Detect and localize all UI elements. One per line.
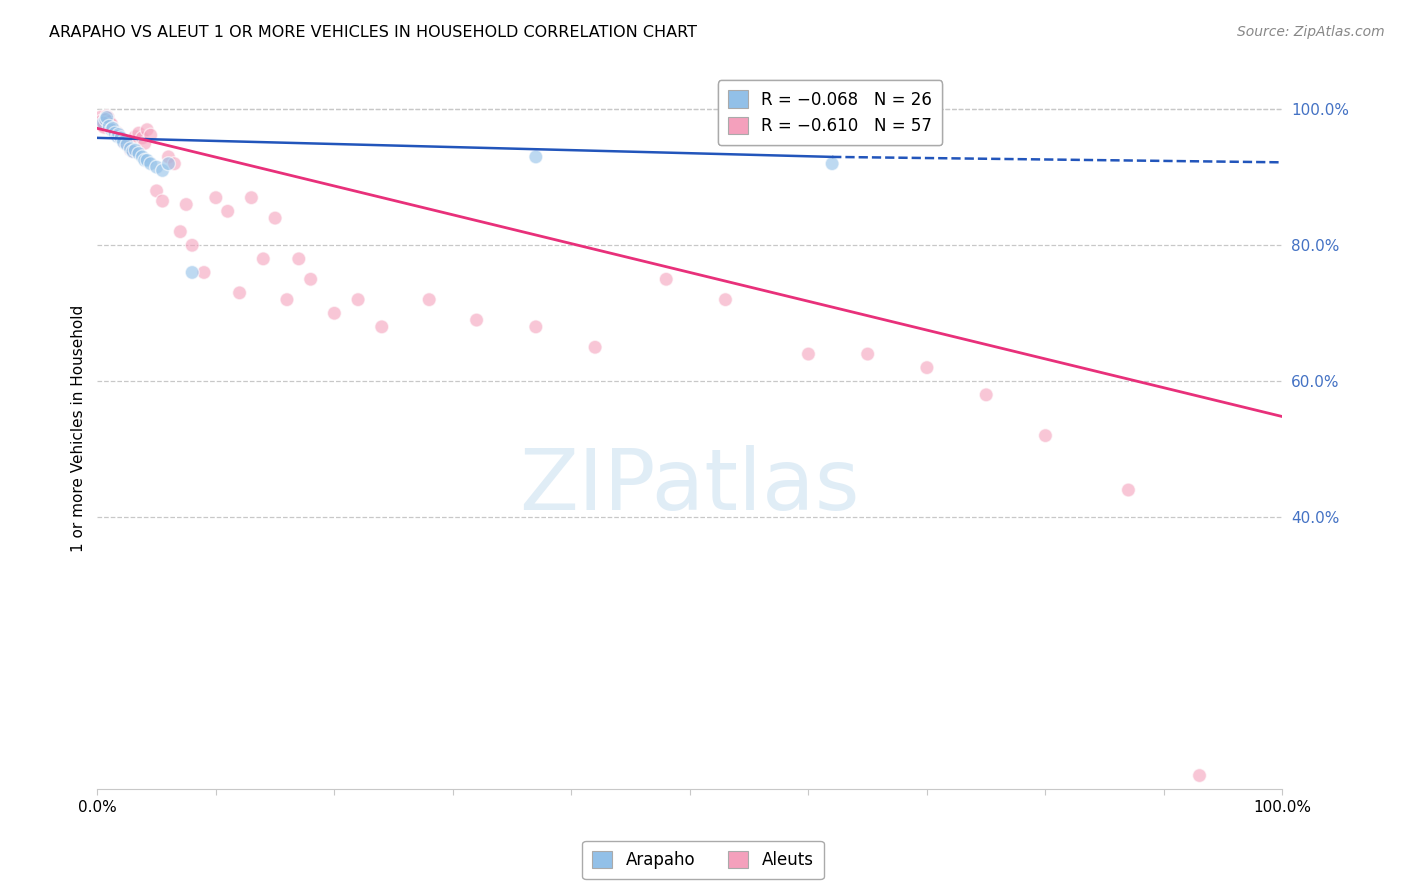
Point — [174, 197, 197, 211]
Point — [139, 128, 162, 143]
Point — [120, 143, 142, 157]
Legend: Arapaho, Aleuts: Arapaho, Aleuts — [582, 841, 824, 880]
Point — [915, 360, 938, 375]
Point — [107, 129, 129, 144]
Point — [228, 285, 250, 300]
Text: Source: ZipAtlas.com: Source: ZipAtlas.com — [1237, 25, 1385, 39]
Point — [974, 388, 997, 402]
Point — [104, 126, 127, 140]
Point — [252, 252, 274, 266]
Point — [122, 145, 145, 159]
Text: ARAPAHO VS ALEUT 1 OR MORE VEHICLES IN HOUSEHOLD CORRELATION CHART: ARAPAHO VS ALEUT 1 OR MORE VEHICLES IN H… — [49, 25, 697, 40]
Point — [100, 117, 122, 131]
Point — [128, 146, 150, 161]
Legend: R = −0.068   N = 26, R = −0.610   N = 57: R = −0.068 N = 26, R = −0.610 N = 57 — [718, 80, 942, 145]
Point — [524, 319, 547, 334]
Point — [152, 194, 174, 208]
Point — [418, 293, 440, 307]
Point — [131, 131, 153, 145]
Point — [112, 135, 135, 149]
Point — [136, 122, 159, 136]
Point — [465, 313, 488, 327]
Point — [134, 153, 156, 168]
Point — [299, 272, 322, 286]
Point — [110, 131, 132, 145]
Point — [91, 116, 114, 130]
Point — [110, 131, 132, 145]
Point — [118, 139, 141, 153]
Point — [163, 157, 186, 171]
Point — [347, 293, 370, 307]
Point — [240, 191, 263, 205]
Point — [114, 136, 136, 151]
Point — [98, 114, 121, 128]
Point — [157, 150, 180, 164]
Point — [1118, 483, 1140, 497]
Point — [714, 293, 737, 307]
Point — [1035, 428, 1057, 442]
Point — [101, 121, 124, 136]
Point — [205, 191, 228, 205]
Point — [136, 153, 159, 168]
Point — [1188, 768, 1211, 782]
Point — [524, 150, 547, 164]
Point — [145, 184, 167, 198]
Text: ZIPatlas: ZIPatlas — [520, 445, 860, 528]
Point — [193, 265, 215, 279]
Point — [100, 122, 122, 136]
Point — [96, 111, 118, 125]
Point — [276, 293, 298, 307]
Point — [145, 160, 167, 174]
Point — [104, 124, 127, 138]
Point — [101, 121, 124, 136]
Point — [288, 252, 311, 266]
Point — [134, 136, 156, 151]
Point — [120, 142, 142, 156]
Point — [131, 150, 153, 164]
Point — [323, 306, 346, 320]
Point — [112, 133, 135, 147]
Point — [181, 265, 204, 279]
Point — [124, 129, 146, 144]
Point — [152, 163, 174, 178]
Point — [169, 225, 191, 239]
Point — [856, 347, 879, 361]
Point — [115, 137, 138, 152]
Point — [157, 157, 180, 171]
Point — [93, 120, 115, 134]
Point — [94, 112, 117, 127]
Point — [91, 116, 114, 130]
Y-axis label: 1 or more Vehicles in Household: 1 or more Vehicles in Household — [72, 305, 86, 552]
Point — [115, 137, 138, 152]
Point — [97, 111, 120, 125]
Point — [107, 128, 129, 142]
Point — [655, 272, 678, 286]
Point — [797, 347, 820, 361]
Point — [217, 204, 239, 219]
Point — [107, 129, 129, 144]
Point — [124, 143, 146, 157]
Point — [107, 126, 129, 140]
Point — [96, 109, 118, 123]
Point — [128, 126, 150, 140]
Point — [98, 120, 121, 134]
Point — [90, 112, 112, 127]
Point — [264, 211, 287, 225]
Point — [122, 145, 145, 159]
Point — [583, 340, 606, 354]
Point — [139, 157, 162, 171]
Point — [181, 238, 204, 252]
Point — [371, 319, 394, 334]
Point — [821, 157, 844, 171]
